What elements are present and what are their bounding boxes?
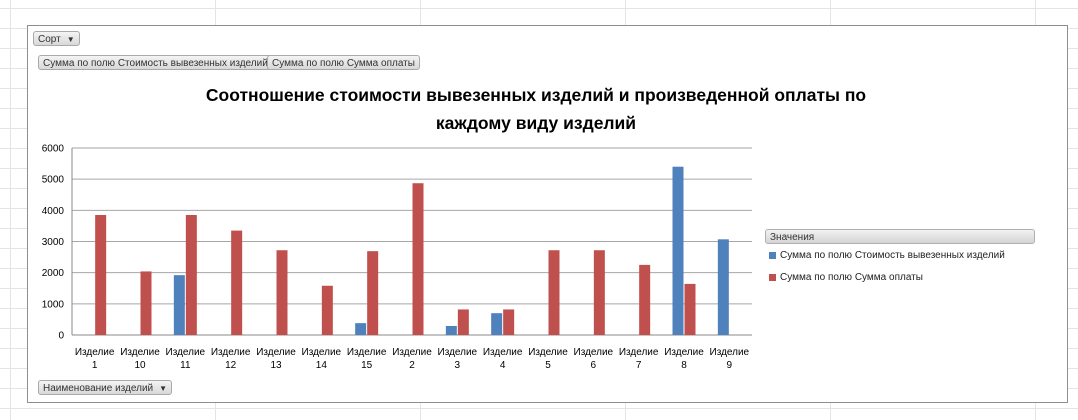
- bar: [321, 285, 333, 335]
- axis-field-button[interactable]: Наименование изделий ▼: [38, 380, 173, 395]
- x-tick-label: 8: [681, 360, 687, 371]
- bar: [672, 166, 684, 335]
- value-field-button-payment[interactable]: Сумма по полю Сумма оплаты: [267, 55, 420, 70]
- x-tick-label: Изделие: [438, 347, 478, 358]
- legend-header[interactable]: Значения: [765, 229, 1035, 244]
- bar: [367, 251, 379, 335]
- legend-swatch-cost: [769, 251, 776, 259]
- x-tick-label: Изделие: [302, 347, 342, 358]
- y-tick-label: 0: [58, 331, 64, 342]
- dropdown-arrow-icon: ▼: [159, 384, 168, 393]
- legend-header-label: Значения: [770, 232, 815, 243]
- x-tick-label: Изделие: [347, 347, 387, 358]
- legend-label-cost: Сумма по полю Стоимость вывезенных издел…: [780, 250, 1005, 261]
- bar: [445, 325, 457, 335]
- x-tick-label: Изделие: [574, 347, 614, 358]
- bar: [717, 239, 729, 335]
- x-tick-label: 12: [225, 360, 237, 371]
- x-tick-label: 6: [591, 360, 597, 371]
- x-tick-label: Изделие: [75, 347, 115, 358]
- chart-title-line-2: каждому виду изделий: [436, 113, 636, 133]
- bar: [140, 271, 152, 335]
- x-tick-label: Изделие: [664, 347, 704, 358]
- y-tick-label: 6000: [42, 144, 65, 155]
- x-tick-label: Изделие: [211, 347, 251, 358]
- y-tick-label: 2000: [42, 268, 65, 279]
- x-tick-label: Изделие: [710, 347, 750, 358]
- x-tick-label: 13: [270, 360, 282, 371]
- y-tick-label: 1000: [42, 299, 65, 310]
- x-tick-label: 10: [134, 360, 146, 371]
- legend-swatch-payment: [769, 273, 776, 281]
- bar: [503, 309, 515, 335]
- x-tick-label: 3: [455, 360, 461, 371]
- y-tick-label: 4000: [42, 206, 65, 217]
- x-tick-label: 1: [92, 360, 98, 371]
- bar: [639, 264, 651, 335]
- value-field-label-payment: Сумма по полю Сумма оплаты: [272, 58, 415, 69]
- value-field-label-cost: Сумма по полю Стоимость вывезенных издел…: [43, 58, 268, 69]
- bar: [412, 183, 424, 335]
- legend-item-payment: Сумма по полю Сумма оплаты: [769, 272, 923, 283]
- value-field-button-cost[interactable]: Сумма по полю Стоимость вывезенных издел…: [38, 55, 273, 70]
- bar: [173, 275, 185, 335]
- x-tick-label: Изделие: [528, 347, 568, 358]
- x-tick-label: Изделие: [166, 347, 206, 358]
- x-tick-label: Изделие: [120, 347, 160, 358]
- x-tick-label: 7: [636, 360, 642, 371]
- y-tick-label: 3000: [42, 237, 65, 248]
- x-tick-label: 2: [409, 360, 415, 371]
- chart-title-line-1: Соотношение стоимости вывезенных изделий…: [206, 85, 866, 105]
- x-tick-label: 9: [727, 360, 733, 371]
- bar: [231, 230, 243, 335]
- legend-label-payment: Сумма по полю Сумма оплаты: [780, 272, 923, 283]
- bar: [185, 215, 197, 335]
- pivot-chart-area[interactable]: [27, 25, 1068, 403]
- x-tick-label: Изделие: [483, 347, 523, 358]
- bar: [457, 309, 469, 335]
- bar: [491, 313, 503, 335]
- x-tick-label: Изделие: [256, 347, 296, 358]
- y-tick-label: 5000: [42, 175, 65, 186]
- x-tick-label: 15: [361, 360, 373, 371]
- x-tick-label: Изделие: [392, 347, 432, 358]
- bar: [548, 250, 560, 335]
- bar: [276, 250, 288, 335]
- x-tick-label: Изделие: [619, 347, 659, 358]
- sort-filter-label: Сорт: [38, 34, 61, 45]
- x-tick-label: 5: [545, 360, 551, 371]
- bar: [95, 215, 107, 335]
- bar: [593, 250, 605, 335]
- legend-item-cost: Сумма по полю Стоимость вывезенных издел…: [769, 250, 1005, 261]
- x-tick-label: 14: [316, 360, 328, 371]
- axis-field-label: Наименование изделий: [43, 383, 154, 394]
- sort-filter-button[interactable]: Сорт ▼: [33, 31, 80, 46]
- x-tick-label: 4: [500, 360, 506, 371]
- dropdown-arrow-icon: ▼: [66, 35, 75, 44]
- bar: [355, 323, 367, 335]
- x-tick-label: 11: [180, 360, 191, 371]
- bar: [684, 283, 696, 335]
